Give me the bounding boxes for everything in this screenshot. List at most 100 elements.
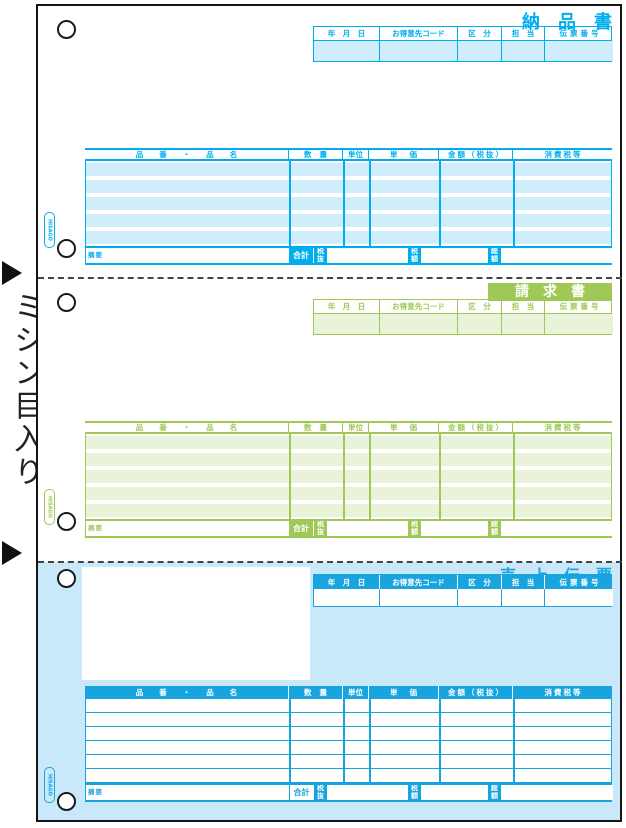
items-table: 品番・品名 数量 単位 単価 金額（税抜） 消費税等 摘要	[85, 421, 613, 538]
col-unit-price: 単価	[368, 150, 438, 159]
col-amount: 金額（税抜）	[438, 686, 512, 699]
category-field	[457, 41, 501, 61]
header-col-date: 年 月 日	[327, 302, 366, 311]
header-col-category: 区 分	[457, 575, 501, 589]
tax-amount-value-cell	[421, 521, 487, 536]
date-field	[314, 589, 379, 606]
customer-address-box	[82, 567, 310, 680]
category-field	[457, 314, 501, 334]
customer-code-field	[379, 589, 457, 606]
header-col-category: 区 分	[457, 27, 501, 40]
header-label-row: 年 月 日 お得意先コード 区 分 担 当 伝票番号	[314, 300, 611, 314]
remarks-cell: 摘要	[86, 785, 289, 800]
tax-excluded-label: 税抜	[313, 785, 327, 800]
items-table: 品番・品名 数量 単位 単価 金額（税抜） 消費税等 摘要	[85, 686, 613, 802]
form-delivery-slip: 納 品 書 年 月 日 お得意先コード 区 分 担 当 伝票番号 品番・品名 数…	[38, 4, 620, 277]
item-row	[86, 453, 611, 466]
items-table-header: 品番・品名 数量 単位 単価 金額（税抜） 消費税等	[85, 148, 612, 161]
item-row	[86, 755, 611, 769]
tax-amount-value-cell	[421, 248, 487, 263]
tax-amount-label: 税額	[407, 785, 421, 800]
grand-total-label: 総額	[487, 785, 501, 800]
staff-field	[501, 41, 544, 61]
col-unit-price: 単価	[368, 686, 438, 699]
punch-hole	[57, 239, 76, 258]
header-col-slip-number: 伝票番号	[544, 27, 613, 40]
totals-row: 摘要 合計 税抜 税額 総額	[85, 783, 613, 802]
item-row	[86, 741, 611, 755]
col-quantity: 数量	[288, 423, 342, 432]
grand-total-value-cell	[501, 785, 613, 800]
header-col-date: 年 月 日	[327, 29, 366, 38]
col-item-name: 品番・品名	[135, 423, 254, 432]
item-row	[86, 713, 611, 727]
tax-excluded-value-cell	[327, 785, 407, 800]
items-table-body	[85, 699, 612, 783]
total-label: 合計	[289, 785, 313, 800]
hisago-logo: HISAGO	[44, 767, 55, 803]
punch-hole	[57, 20, 76, 39]
header-col-customer-code: お得意先コード	[379, 300, 457, 313]
header-input-row	[314, 314, 613, 334]
category-field	[457, 589, 501, 606]
hisago-logo: HISAGO	[44, 212, 55, 248]
col-quantity: 数量	[288, 686, 342, 699]
remarks-label: 摘要	[88, 251, 103, 259]
perforation-line	[38, 277, 622, 279]
date-header-table: 年 月 日 お得意先コード 区 分 担 当 伝票番号	[313, 26, 613, 62]
slip-number-field	[544, 41, 613, 61]
items-table: 品番・品名 数量 単位 単価 金額（税抜） 消費税等 摘要	[85, 148, 613, 265]
customer-code-field	[379, 314, 457, 334]
staff-field	[501, 589, 544, 606]
tax-amount-label: 税額	[407, 521, 421, 536]
header-col-staff: 担 当	[501, 575, 544, 589]
totals-row: 摘要 合計 税抜 税額 総額	[85, 519, 613, 538]
perforation-arrow-top-icon	[2, 261, 22, 285]
col-unit: 単位	[342, 150, 368, 159]
grand-total-label: 総額	[487, 248, 501, 263]
punch-hole	[57, 792, 76, 811]
remarks-cell: 摘要	[86, 521, 289, 536]
grand-total-value-cell	[501, 248, 613, 263]
item-row	[86, 231, 611, 244]
item-row	[86, 699, 611, 713]
item-row	[86, 163, 611, 176]
col-amount: 金額（税抜）	[438, 423, 512, 432]
items-table-body	[85, 434, 612, 519]
item-row	[86, 769, 611, 783]
grand-total-value-cell	[501, 521, 613, 536]
form-invoice: 請 求 書 年 月 日 お得意先コード 区 分 担 当 伝票番号 品番・品名 数…	[38, 277, 620, 561]
item-row	[86, 727, 611, 741]
header-col-customer-code: お得意先コード	[379, 27, 457, 40]
header-label-row: 年 月 日 お得意先コード 区 分 担 当 伝票番号	[314, 27, 611, 41]
item-row	[86, 487, 611, 500]
header-col-slip-number: 伝票番号	[544, 300, 613, 313]
grand-total-label: 総額	[487, 521, 501, 536]
total-label: 合計	[289, 248, 313, 263]
customer-code-field	[379, 41, 457, 61]
form-sales-slip: 売 上 伝 票 年 月 日 お得意先コード 区 分 担 当 伝票番号 品番・品名…	[38, 561, 620, 822]
col-tax: 消費税等	[512, 423, 612, 432]
col-unit-price: 単価	[368, 423, 438, 432]
remarks-cell: 摘要	[86, 248, 289, 263]
totals-row: 摘要 合計 税抜 税額 総額	[85, 246, 613, 265]
tax-amount-value-cell	[421, 785, 487, 800]
date-header-table: 年 月 日 お得意先コード 区 分 担 当 伝票番号	[313, 574, 613, 607]
slip-number-field	[544, 589, 613, 606]
perforation-line	[38, 561, 622, 563]
header-col-date: 年 月 日	[327, 577, 366, 587]
col-item-name: 品番・品名	[135, 150, 254, 159]
header-input-row	[314, 41, 613, 61]
slip-number-field	[544, 314, 613, 334]
total-label: 合計	[289, 521, 313, 536]
perforation-arrow-bottom-icon	[2, 541, 22, 565]
item-row	[86, 504, 611, 517]
header-col-category: 区 分	[457, 300, 501, 313]
tax-excluded-label: 税抜	[313, 521, 327, 536]
items-table-header: 品番・品名 数量 単位 単価 金額（税抜） 消費税等	[85, 421, 612, 434]
punch-hole	[57, 512, 76, 531]
col-amount: 金額（税抜）	[438, 150, 512, 159]
header-col-staff: 担 当	[501, 300, 544, 313]
date-field	[314, 314, 379, 334]
